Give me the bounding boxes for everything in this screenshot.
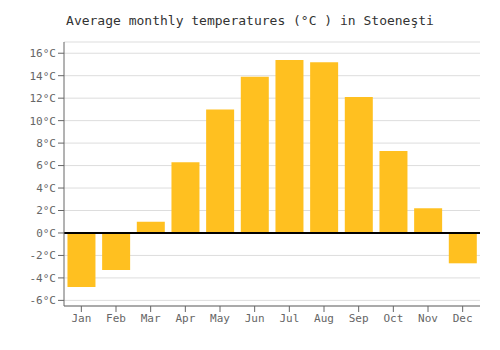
svg-text:-2°C: -2°C bbox=[30, 249, 57, 262]
svg-text:10°C: 10°C bbox=[30, 115, 57, 128]
svg-text:Jul: Jul bbox=[279, 312, 299, 325]
svg-text:Oct: Oct bbox=[383, 312, 403, 325]
svg-text:12°C: 12°C bbox=[30, 92, 57, 105]
svg-text:4°C: 4°C bbox=[36, 182, 56, 195]
svg-text:Sep: Sep bbox=[349, 312, 369, 325]
svg-text:-6°C: -6°C bbox=[30, 294, 57, 307]
svg-text:Aug: Aug bbox=[314, 312, 334, 325]
svg-text:0°C: 0°C bbox=[36, 227, 56, 240]
svg-text:14°C: 14°C bbox=[30, 70, 57, 83]
svg-text:May: May bbox=[210, 312, 230, 325]
svg-text:-4°C: -4°C bbox=[30, 272, 57, 285]
svg-text:Jun: Jun bbox=[245, 312, 265, 325]
svg-text:Nov: Nov bbox=[418, 312, 438, 325]
svg-text:16°C: 16°C bbox=[30, 47, 57, 60]
html-text:Average monthly temperatures (: Average monthly temperatures (°C ) in St… bbox=[66, 13, 434, 28]
svg-text:8°C: 8°C bbox=[36, 137, 56, 150]
svg-text:Jan: Jan bbox=[71, 312, 91, 325]
svg-text:Dec: Dec bbox=[453, 312, 473, 325]
svg-text:Feb: Feb bbox=[106, 312, 126, 325]
svg-text:Apr: Apr bbox=[175, 312, 195, 325]
svg-text:2°C: 2°C bbox=[36, 204, 56, 217]
svg-text:Mar: Mar bbox=[141, 312, 161, 325]
svg-text:6°C: 6°C bbox=[36, 159, 56, 172]
